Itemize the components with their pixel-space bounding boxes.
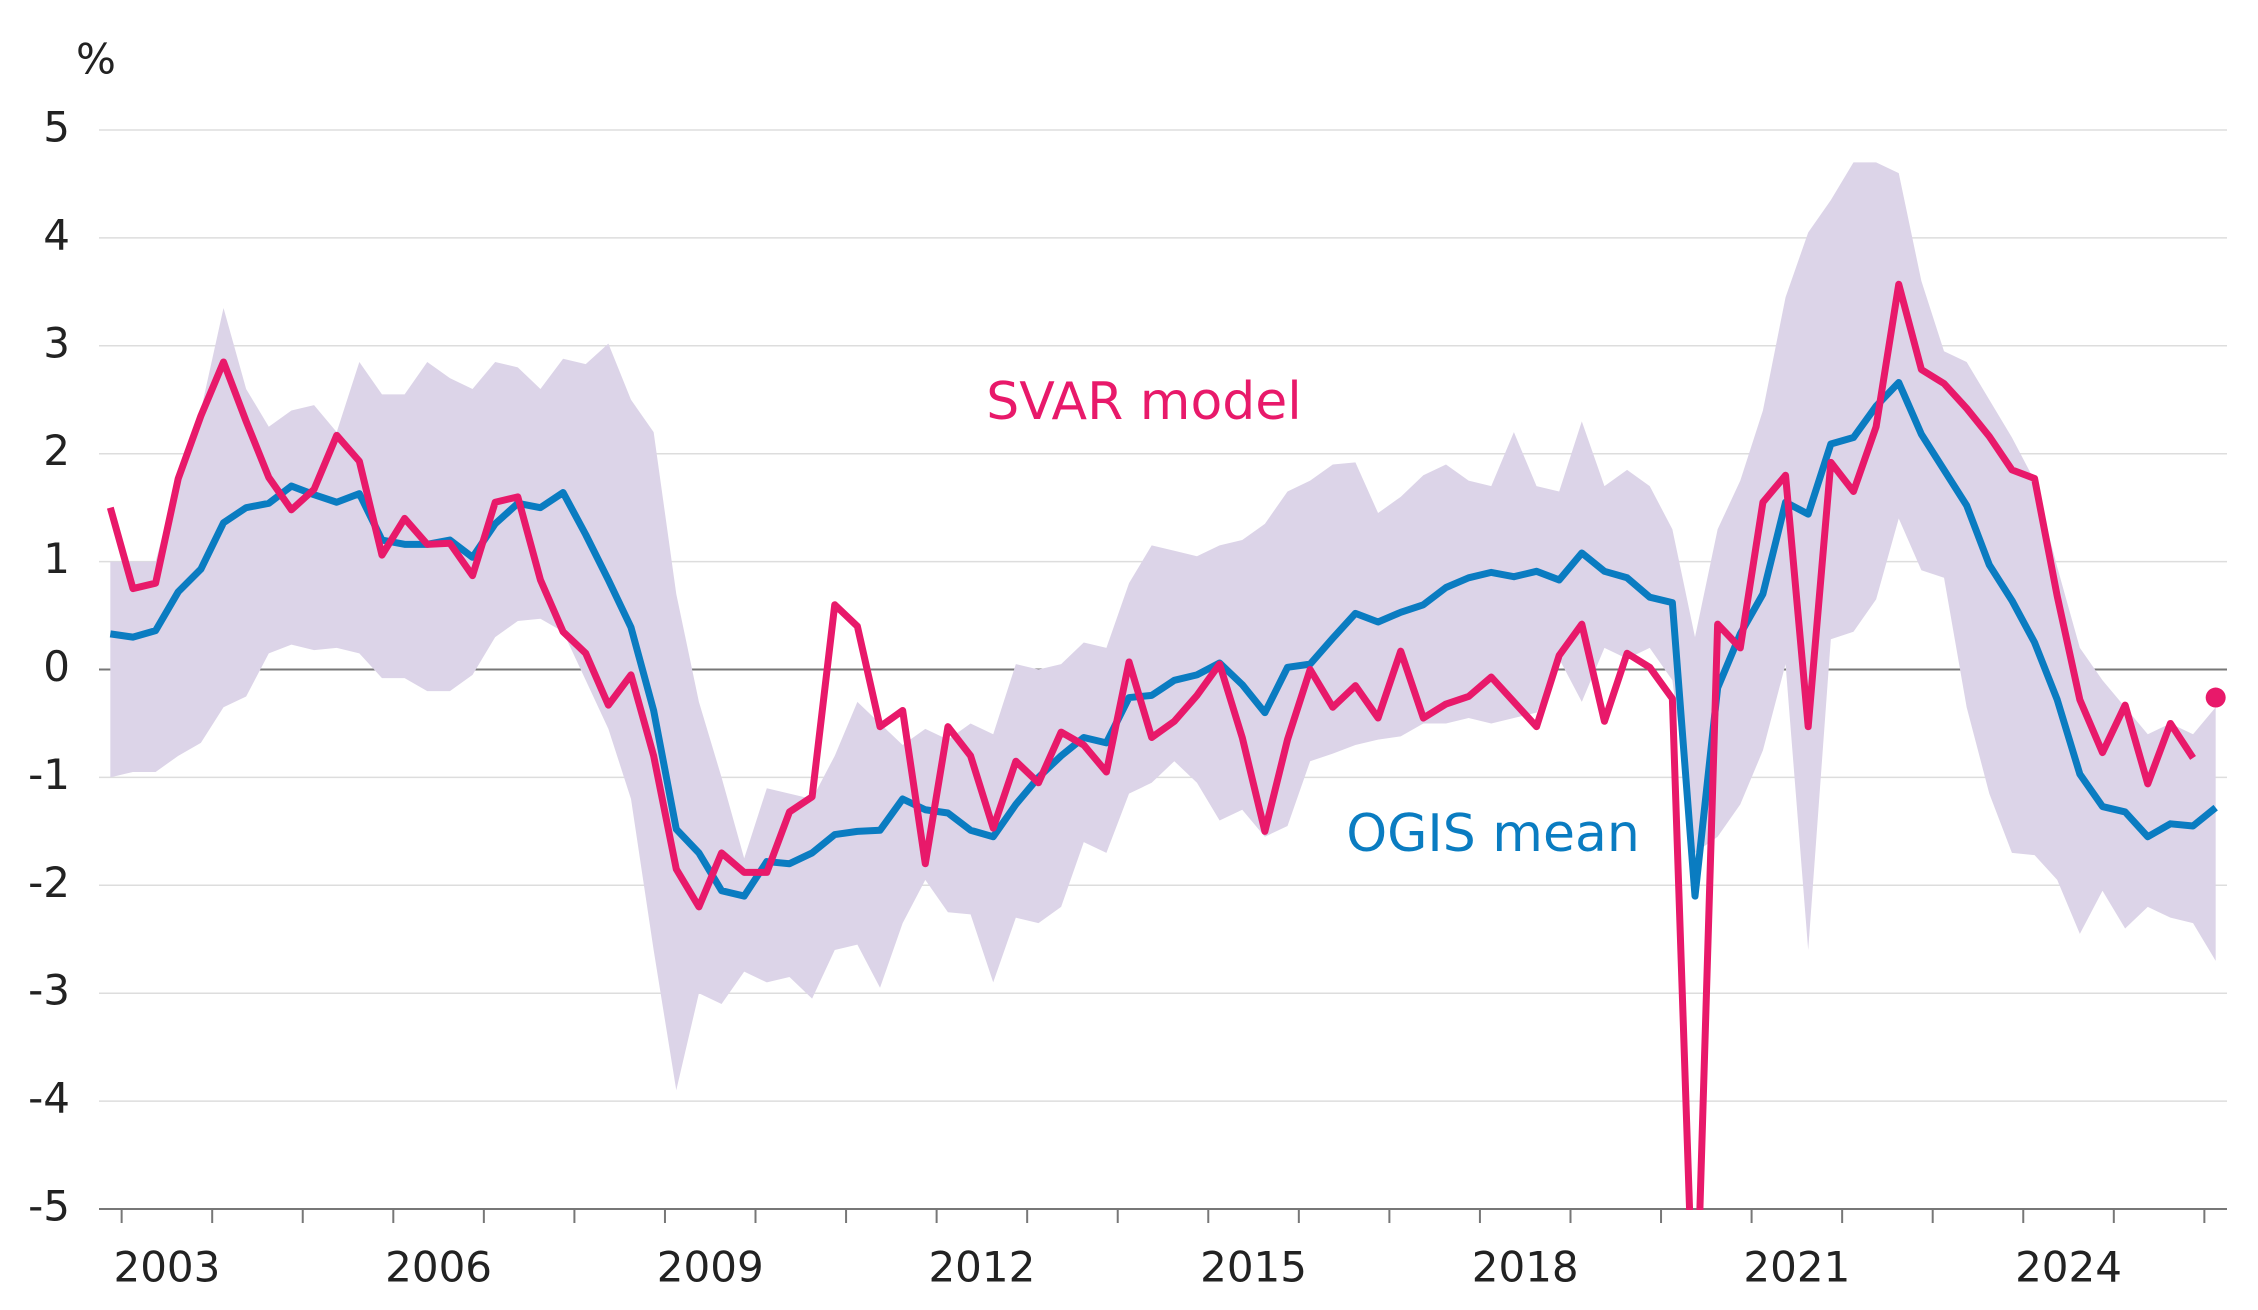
y-tick-label: -4	[28, 1074, 70, 1123]
last-point-marker	[2205, 687, 2226, 708]
y-tick-label: -5	[28, 1182, 70, 1231]
y-tick-label: -2	[28, 858, 70, 907]
x-tick-label: 2009	[657, 1243, 764, 1292]
x-tick-label: 2003	[113, 1243, 220, 1292]
y-tick-label: 5	[43, 103, 70, 152]
y-unit-label: %	[76, 35, 116, 84]
y-tick-label: 4	[43, 210, 70, 259]
y-tick-label: -1	[28, 750, 70, 799]
x-tick-label: 2018	[1472, 1243, 1579, 1292]
y-tick-label: -3	[28, 966, 70, 1015]
y-tick-label: 2	[43, 426, 70, 475]
y-tick-label: 1	[43, 534, 70, 583]
series-label: OGIS mean	[1346, 804, 1640, 864]
x-tick-label: 2015	[1200, 1243, 1307, 1292]
y-tick-label: 3	[43, 318, 70, 367]
x-tick-label: 2006	[385, 1243, 492, 1292]
x-tick-label: 2012	[928, 1243, 1035, 1292]
plot-area	[106, 162, 2226, 1210]
x-tick-label: 2024	[2015, 1243, 2122, 1292]
series-line	[109, 378, 2218, 900]
x-tick-label: 2021	[1743, 1243, 1850, 1292]
series-line	[106, 280, 2196, 1210]
series-label: SVAR model	[986, 372, 1301, 432]
y-tick-label: 0	[43, 642, 70, 691]
uncertainty-band	[110, 162, 2216, 1091]
